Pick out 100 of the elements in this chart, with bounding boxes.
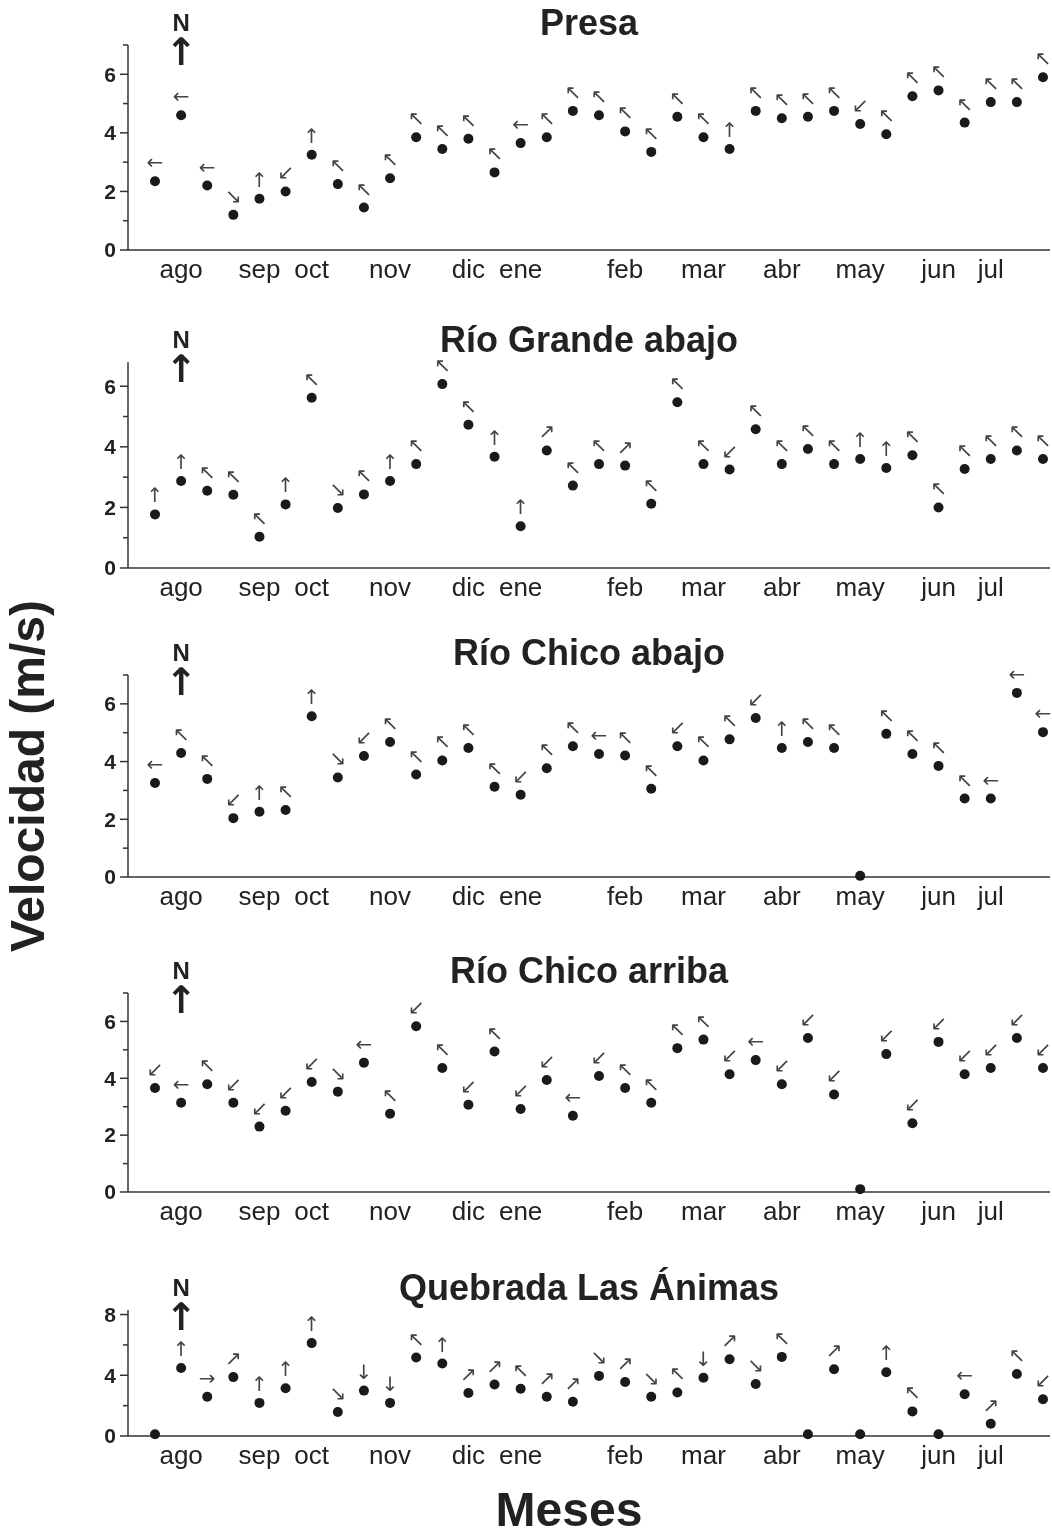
point	[698, 1372, 709, 1383]
point	[646, 146, 657, 157]
point	[672, 397, 683, 408]
data-label: ↖	[1008, 1343, 1026, 1368]
data-label: ↖	[1034, 46, 1052, 71]
point	[463, 743, 474, 754]
data-label: ↖	[538, 737, 556, 762]
x-tick-label: feb	[607, 1440, 644, 1470]
data-label: ←	[956, 1363, 974, 1388]
point	[411, 1021, 422, 1032]
x-tick-label: jul	[976, 254, 1004, 284]
data-label: ←	[198, 154, 216, 179]
data-label: ↙	[590, 1045, 608, 1070]
data-label: ↑	[277, 473, 294, 498]
point	[1038, 1394, 1048, 1405]
x-tick-label: abr	[763, 572, 801, 602]
point	[202, 773, 213, 784]
data-label: ↖	[564, 454, 582, 479]
point	[202, 1391, 213, 1402]
x-tick-label: ene	[498, 254, 543, 284]
x-tick-label: jun	[920, 254, 956, 284]
data-label: ↙	[1008, 1006, 1026, 1031]
point	[411, 459, 422, 470]
data-label: ↖	[695, 433, 712, 458]
point	[176, 476, 187, 487]
point	[254, 193, 265, 204]
data-label: ↙	[355, 725, 373, 750]
data-label: ↗	[721, 1328, 738, 1353]
x-tick-label: sep	[238, 881, 281, 911]
point	[907, 1406, 918, 1417]
point	[829, 1089, 840, 1100]
point	[959, 793, 970, 804]
x-tick-label: may	[835, 1440, 885, 1470]
data-label: ↙	[851, 93, 869, 118]
point	[306, 711, 317, 722]
point	[228, 1372, 239, 1383]
point	[358, 202, 369, 213]
point	[776, 1079, 787, 1090]
point	[541, 1391, 552, 1402]
data-label: ↖	[956, 767, 974, 792]
data-label: ↖	[904, 65, 921, 90]
point	[463, 133, 474, 144]
x-tick-label: ago	[159, 254, 203, 284]
y-tick-label: 6	[104, 692, 116, 716]
data-label: ↖	[904, 723, 921, 748]
data-label: ↖	[877, 103, 895, 128]
data-label: ↑	[433, 1332, 451, 1357]
data-label: ↖	[721, 708, 738, 733]
point	[594, 1071, 604, 1082]
data-label: ↙	[407, 995, 425, 1020]
point	[280, 1383, 291, 1394]
x-tick-label: jun	[920, 1196, 956, 1226]
point	[855, 119, 866, 130]
point	[881, 129, 892, 140]
x-tick-label: ago	[159, 572, 203, 602]
x-tick-label: ago	[159, 1196, 203, 1226]
point	[489, 451, 500, 462]
data-label: ↑	[172, 450, 190, 475]
data-label: ↖	[642, 472, 660, 497]
data-label: ↙	[721, 1043, 738, 1068]
point	[150, 1082, 160, 1093]
x-tick-label: sep	[238, 572, 281, 602]
point	[385, 476, 396, 487]
chart-title: Quebrada Las Ánimas	[398, 1267, 780, 1308]
data-label: ↙	[538, 1048, 556, 1073]
data-label: ←	[590, 723, 608, 748]
x-tick-label: jul	[976, 881, 1004, 911]
point	[933, 85, 944, 96]
point	[306, 1076, 317, 1087]
point	[228, 1097, 239, 1108]
y-tick-label: 6	[104, 1009, 116, 1033]
point	[802, 111, 813, 122]
point	[150, 1429, 160, 1440]
data-label: ↑	[381, 450, 399, 475]
x-tick-label: oct	[294, 1196, 330, 1226]
y-tick-label: 0	[104, 1180, 116, 1204]
data-label: ↘	[590, 1344, 608, 1369]
y-tick-label: 2	[104, 495, 116, 519]
data-label: ↖	[799, 85, 817, 110]
data-label: ←	[512, 112, 530, 137]
data-label: ↖	[486, 141, 503, 166]
point	[646, 783, 657, 794]
point	[776, 743, 787, 754]
data-label: ↖	[642, 757, 660, 782]
point	[202, 1079, 213, 1090]
x-tick-label: abr	[763, 881, 801, 911]
x-axis-title: Meses	[495, 1483, 643, 1534]
x-tick-label: may	[835, 572, 885, 602]
data-label: ↖	[956, 91, 974, 116]
data-label: ↘	[329, 1381, 347, 1406]
data-label: ↙	[982, 1037, 1000, 1062]
data-label: ↓	[381, 1371, 399, 1396]
point	[567, 741, 578, 752]
point	[933, 1036, 944, 1047]
data-label: ↖	[668, 371, 686, 396]
data-label: ↖	[982, 71, 1000, 96]
chart-title: Río Chico abajo	[452, 632, 726, 673]
point	[150, 509, 160, 520]
data-label: ↖	[773, 433, 791, 458]
point	[254, 531, 265, 542]
